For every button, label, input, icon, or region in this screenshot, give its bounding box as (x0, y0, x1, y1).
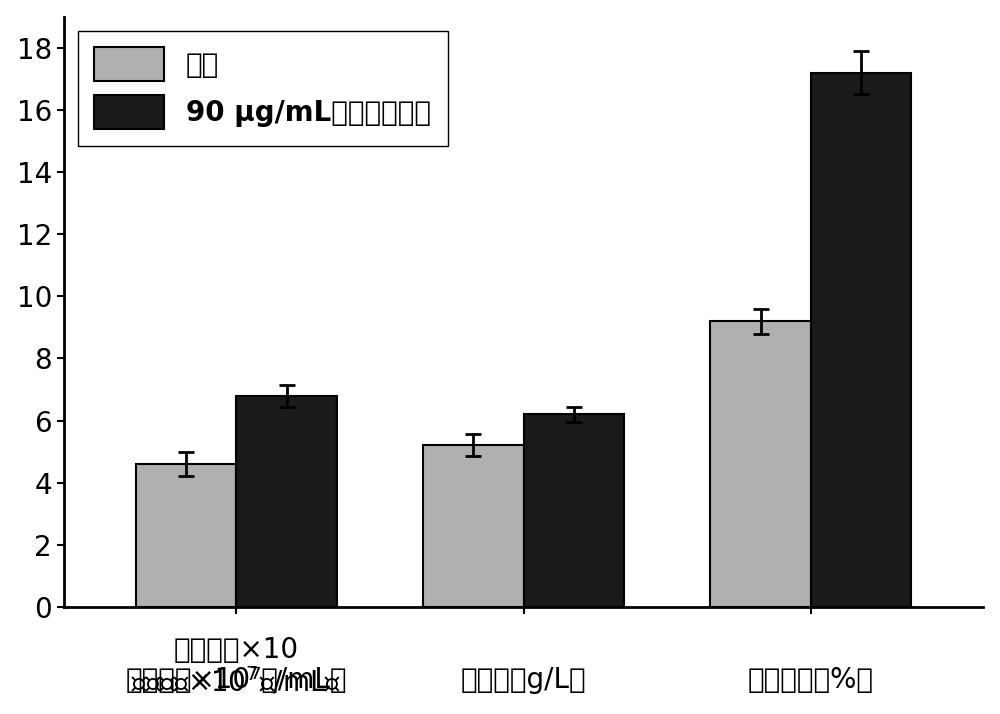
Bar (524, 414, 624, 607)
Text: 产孢量（×10$^7$个/mL）: 产孢量（×10$^7$个/mL） (131, 666, 341, 698)
Text: 胞内多糖（%）: 胞内多糖（%） (748, 666, 874, 694)
Bar (236, 396, 337, 607)
Bar (136, 464, 236, 607)
Text: 产孢量（×10: 产孢量（×10 (174, 636, 299, 665)
Bar (423, 446, 524, 607)
Bar (811, 73, 911, 607)
Legend: 对照, 90 μg/mL牛樟树水提物: 对照, 90 μg/mL牛樟树水提物 (78, 31, 448, 146)
Bar (710, 321, 811, 607)
Text: 生物量（g/L）: 生物量（g/L） (461, 666, 586, 694)
Text: 产孢量（×10⁷个/mL）: 产孢量（×10⁷个/mL） (126, 666, 347, 694)
